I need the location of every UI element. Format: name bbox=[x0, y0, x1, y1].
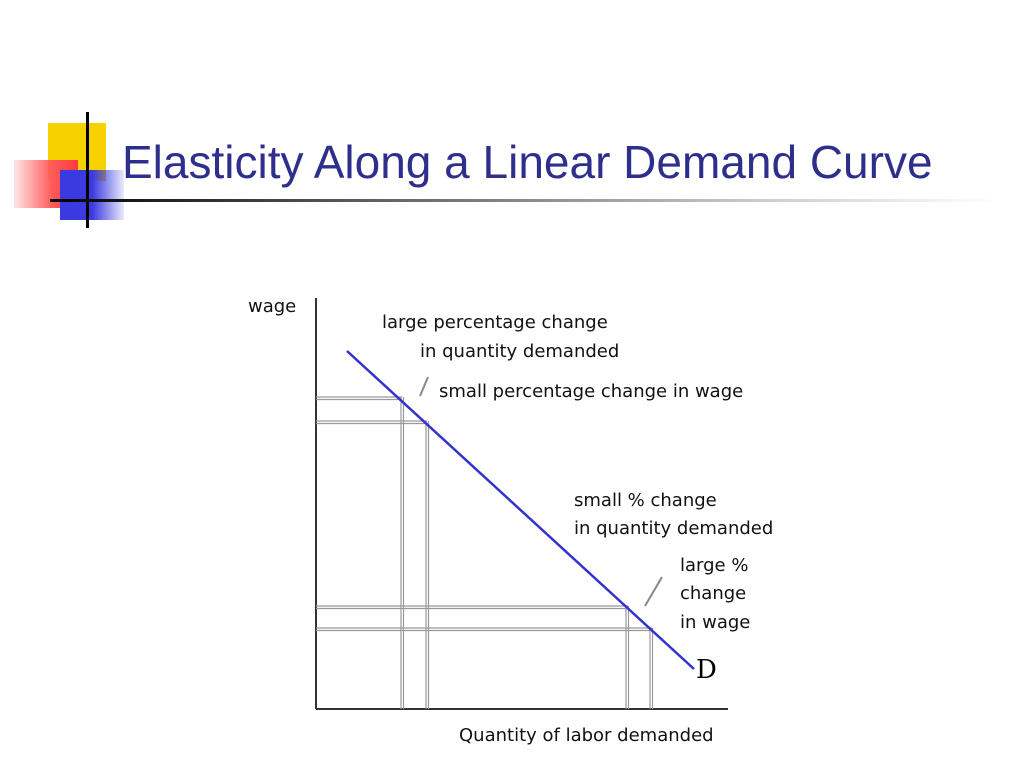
demand-curve bbox=[346, 350, 695, 670]
slide-title: Elasticity Along a Linear Demand Curve bbox=[122, 136, 933, 188]
lower-pointer bbox=[644, 576, 663, 607]
title-underline bbox=[50, 199, 1000, 202]
annotation-bottom-line5: in wage bbox=[680, 612, 750, 633]
upper-pointer bbox=[419, 376, 429, 397]
annotation-bottom-line2: in quantity demanded bbox=[574, 518, 773, 539]
annotation-top-line1: large percentage change bbox=[382, 312, 608, 333]
decorative-blue-square bbox=[60, 170, 124, 220]
upper-guide-lines bbox=[316, 396, 430, 709]
decorative-vertical-line bbox=[86, 112, 89, 228]
annotation-top-line2: in quantity demanded bbox=[420, 341, 619, 362]
demand-curve-label: D bbox=[696, 655, 717, 685]
x-axis-label: Quantity of labor demanded bbox=[459, 725, 714, 746]
annotation-bottom-line3: large % bbox=[680, 555, 748, 576]
annotation-bottom-line1: small % change bbox=[574, 490, 717, 511]
annotation-top-line3: small percentage change in wage bbox=[439, 381, 743, 402]
lower-guide-lines bbox=[316, 605, 654, 709]
y-axis-label: wage bbox=[248, 296, 296, 317]
annotation-bottom-line4: change bbox=[680, 583, 746, 604]
